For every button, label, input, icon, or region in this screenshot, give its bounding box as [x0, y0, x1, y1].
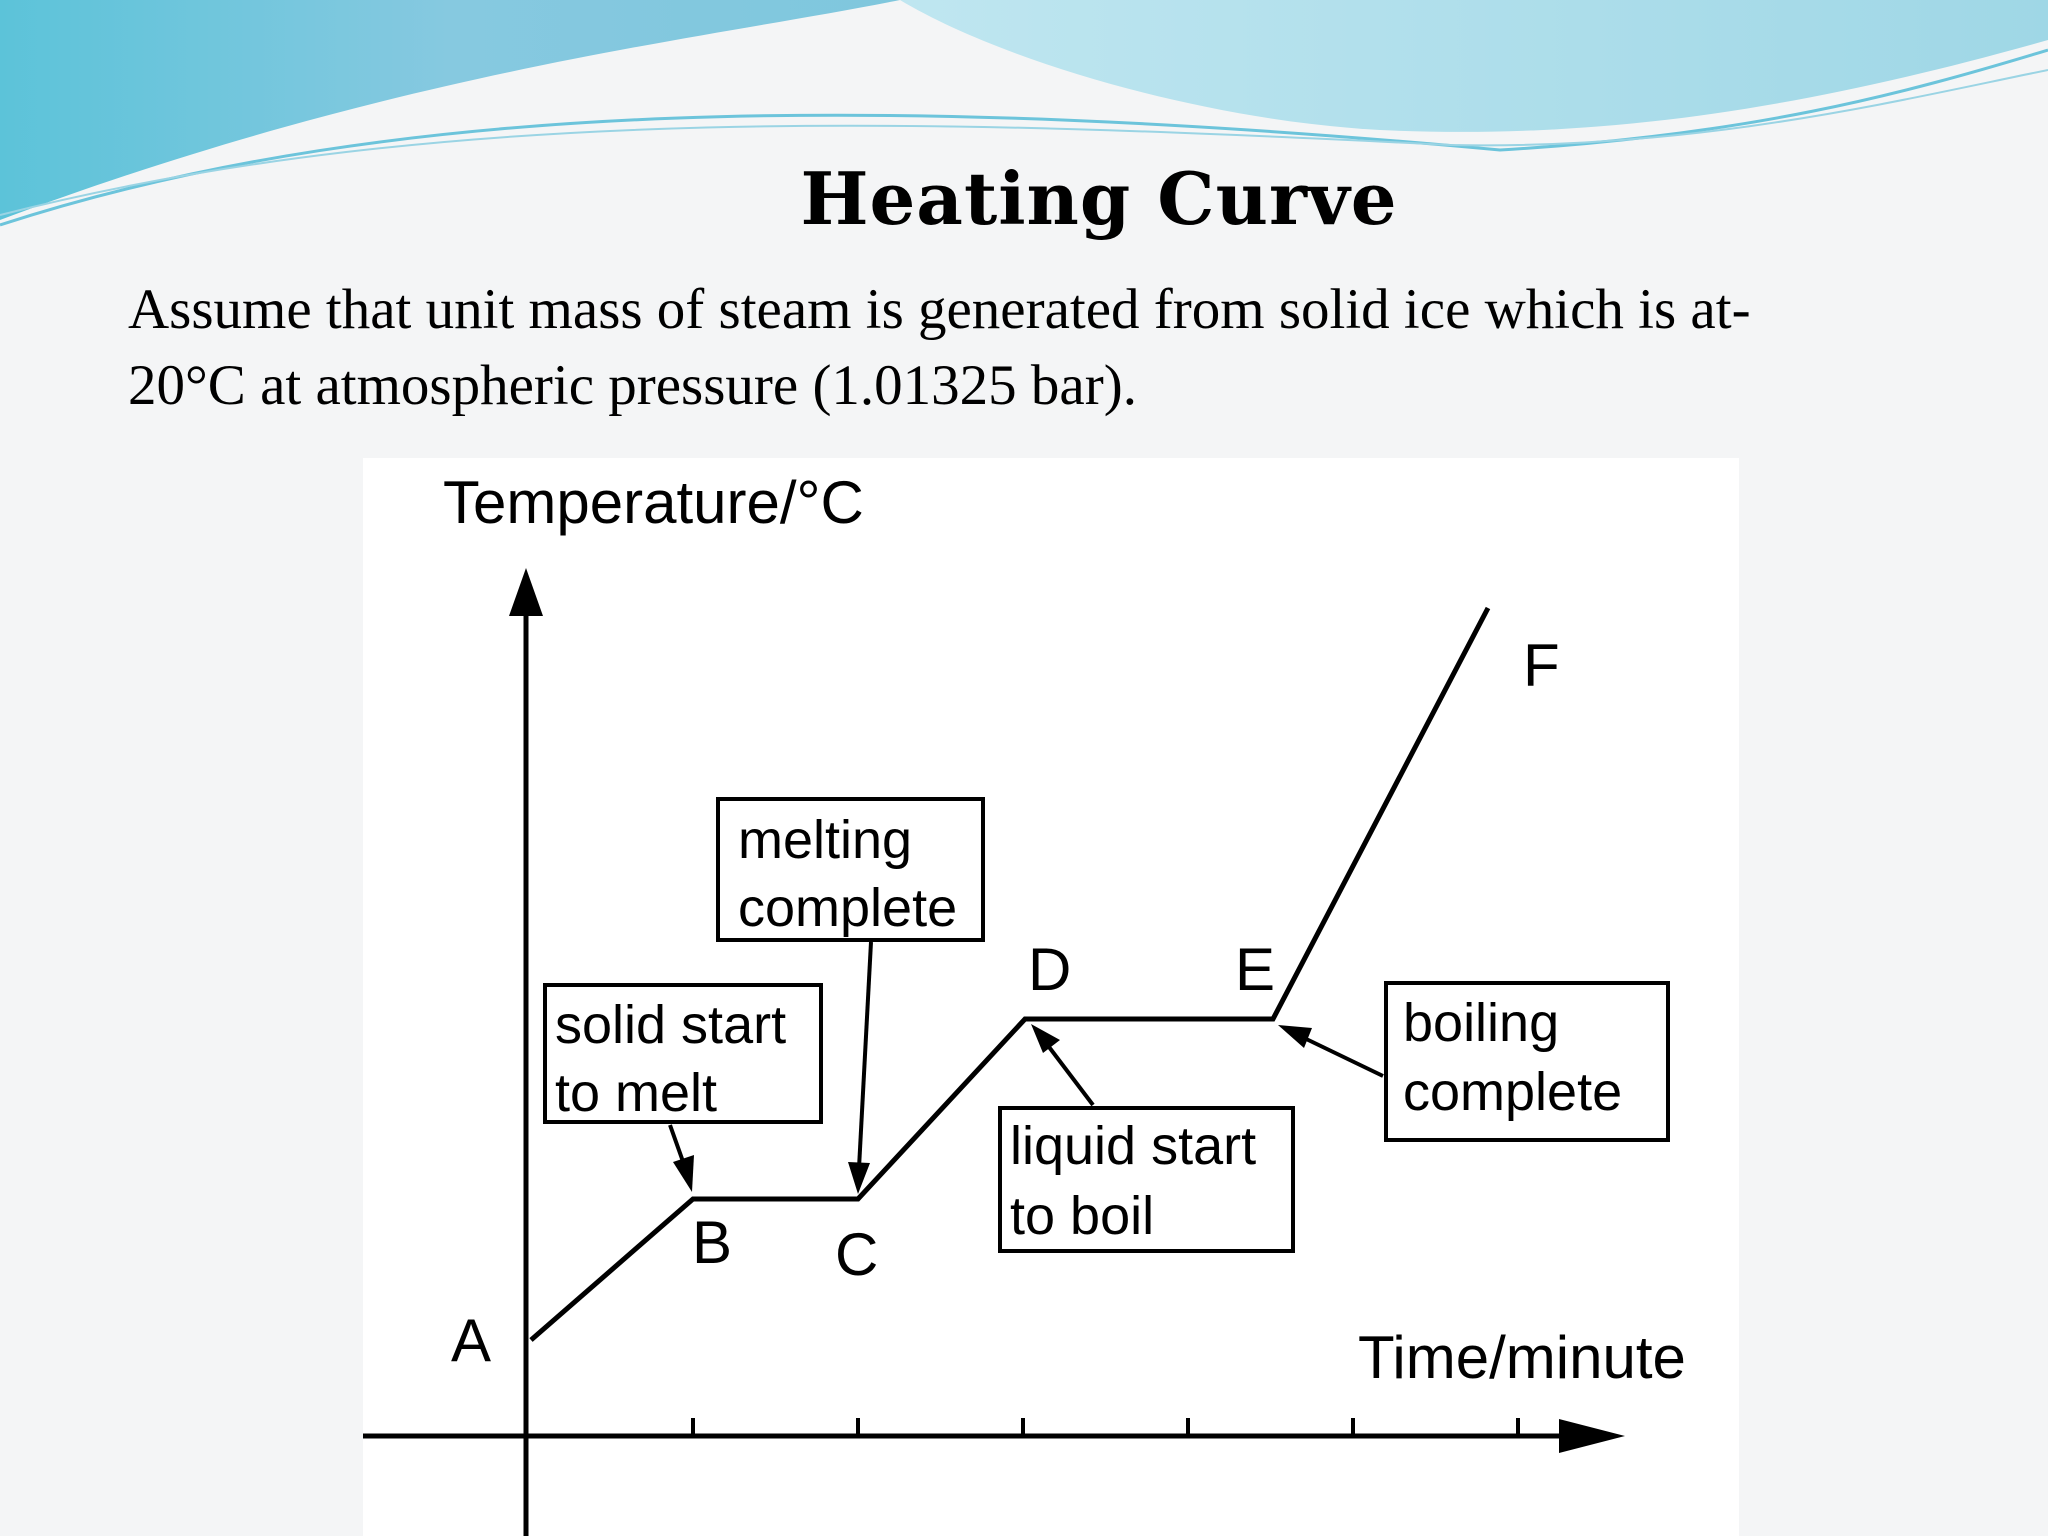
- annotation-line-1: melting: [738, 810, 912, 870]
- annotation-box: [998, 1106, 1295, 1253]
- annotation-line-2: complete: [1403, 1062, 1622, 1122]
- annotation-arrowhead: [1031, 1024, 1060, 1053]
- point-label-a: A: [451, 1307, 491, 1374]
- annotation-melting-complete: melting complete: [716, 797, 985, 1194]
- heating-curve-diagram: Temperature/°C Time/minute A B C D E F s…: [363, 469, 1686, 1536]
- annotation-liquid-start-to-boil: liquid start to boil: [998, 1024, 1295, 1253]
- annotation-line-1: liquid start: [1010, 1116, 1256, 1176]
- heating-curve-line: [529, 606, 1491, 1342]
- x-axis-ticks: [691, 1418, 1520, 1436]
- y-axis-arrowhead: [509, 568, 543, 616]
- annotation-line-2: to melt: [555, 1063, 717, 1123]
- annotation-solid-start-to-melt: solid start to melt: [543, 983, 823, 1192]
- annotation-boiling-complete: boiling complete: [1278, 981, 1670, 1142]
- x-axis-label: Time/minute: [1358, 1324, 1686, 1391]
- point-label-d: D: [1028, 936, 1071, 1003]
- x-axis-arrowhead: [1559, 1419, 1625, 1453]
- annotation-line-2: to boil: [1010, 1186, 1154, 1246]
- annotation-arrow-shaft: [1044, 1041, 1095, 1107]
- point-label-b: B: [692, 1209, 732, 1276]
- annotation-line-1: solid start: [555, 995, 786, 1055]
- annotation-arrow-shaft: [857, 941, 873, 1169]
- y-axis-label: Temperature/°C: [443, 469, 864, 536]
- annotation-arrowhead: [1278, 1025, 1312, 1048]
- annotation-line-2: complete: [738, 878, 957, 938]
- annotation-box: [543, 983, 823, 1124]
- annotation-arrowhead: [848, 1162, 870, 1194]
- body-line-2: 20°C at atmospheric pressure (1.01325 ba…: [128, 354, 1137, 417]
- heating-curve-diagram-panel: Temperature/°C Time/minute A B C D E F s…: [363, 458, 1739, 1536]
- annotation-arrow-shaft: [1299, 1034, 1384, 1078]
- point-label-c: C: [835, 1221, 878, 1288]
- body-line-1: Assume that unit mass of steam is genera…: [128, 278, 1751, 341]
- point-label-e: E: [1235, 936, 1275, 1003]
- header-wave-decoration: [0, 0, 2048, 227]
- annotation-box: [716, 797, 985, 942]
- point-label-f: F: [1523, 632, 1560, 699]
- annotation-arrowhead: [673, 1155, 694, 1192]
- slide-body-text: Assume that unit mass of steam is genera…: [128, 272, 1928, 424]
- slide-title: Heating Curve: [800, 156, 1398, 241]
- annotation-line-1: boiling: [1403, 993, 1559, 1053]
- annotation-box: [1384, 981, 1670, 1142]
